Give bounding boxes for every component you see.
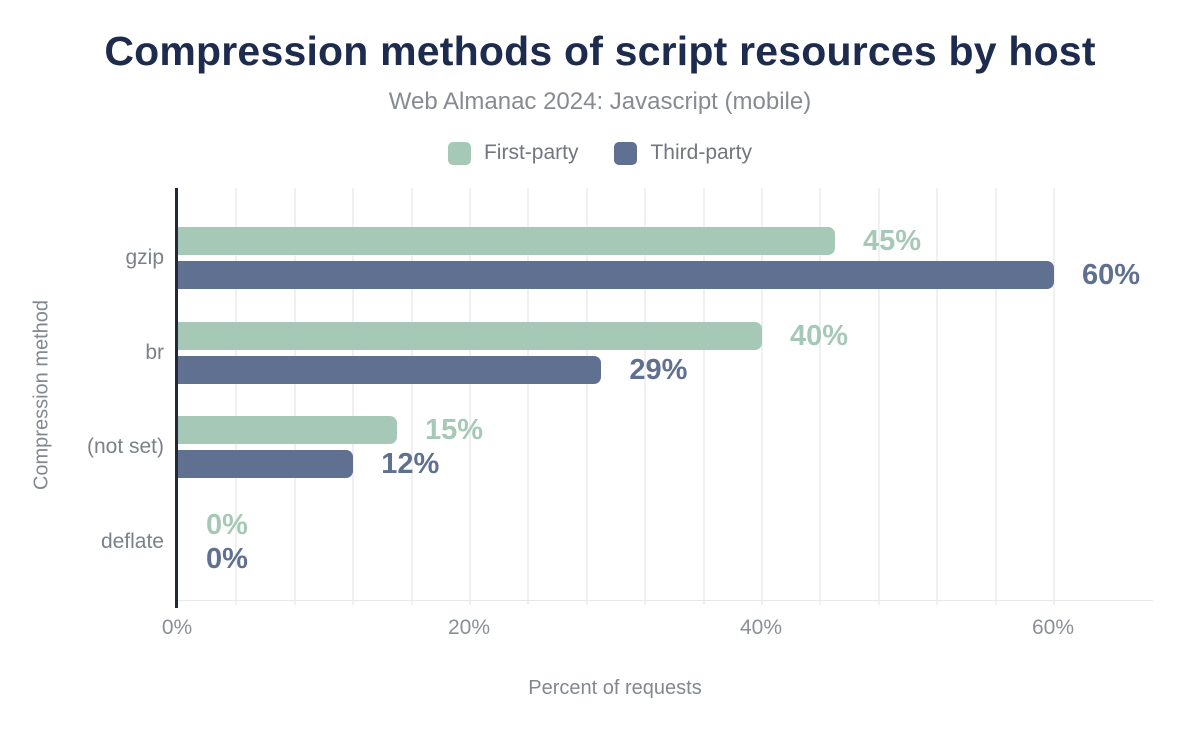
x-tick-label-40pct: 40% [739, 616, 783, 639]
y-axis-title: Compression method [30, 299, 53, 491]
gridline-12pct [352, 188, 355, 605]
category-label-deflate: deflate [100, 529, 164, 553]
legend-swatch-icon [614, 141, 638, 165]
x-tick-label-0pct: 0% [161, 616, 193, 639]
gridline-40pct [761, 188, 763, 605]
legend-item-first-party: First-party [447, 141, 579, 165]
bar-value-label: 29% [629, 353, 688, 386]
gridline-36pct [702, 188, 705, 605]
bar-value-label: 12% [381, 448, 440, 480]
gridline-52pct [936, 188, 939, 605]
gridline-60pct [1053, 188, 1055, 605]
bar-first-party-gzip [178, 227, 835, 255]
bar-value-label: 0% [206, 508, 248, 541]
category-label-br: br [145, 340, 164, 364]
bar-value-label: 60% [1082, 259, 1141, 291]
category-label-gzip: gzip [125, 246, 164, 269]
x-axis-title: Percent of requests [528, 677, 702, 699]
bar-third-party--not-set- [178, 450, 354, 478]
bar-value-label: 15% [425, 414, 484, 446]
gridline-4pct [235, 188, 238, 605]
legend-swatch-icon [447, 141, 471, 165]
legend-item-third-party: Third-party [614, 141, 752, 165]
bar-third-party-br [178, 355, 602, 384]
legend-label: First-party [483, 141, 579, 164]
gridline-8pct [293, 188, 296, 605]
bar-first-party--not-set- [178, 416, 397, 444]
gridline-56pct [994, 188, 997, 605]
chart-subtitle: Web Almanac 2024: Javascript (mobile) [388, 88, 812, 115]
gridline-32pct [644, 188, 647, 605]
legend-label: Third-party [650, 141, 753, 164]
gridline-16pct [410, 188, 413, 605]
y-axis-line [175, 188, 178, 608]
gridline-28pct [585, 188, 588, 605]
chart-title: Compression methods of script resources … [104, 28, 1096, 74]
gridline-44pct [819, 188, 822, 605]
gridline-20pct [469, 188, 471, 605]
bar-first-party-br [178, 321, 762, 350]
x-tick-label-60pct: 60% [1031, 616, 1075, 639]
bar-value-label: 45% [863, 225, 922, 257]
x-tick-label-20pct: 20% [447, 616, 491, 639]
gridline-24pct [527, 188, 530, 605]
gridline-48pct [877, 188, 880, 605]
category-label--not-set-: (not set) [86, 435, 164, 458]
bar-value-label: 0% [206, 542, 248, 575]
x-axis-baseline [177, 600, 1153, 601]
legend: First-party Third-party [0, 141, 1200, 165]
bar-value-label: 40% [790, 319, 849, 352]
bar-third-party-gzip [178, 261, 1054, 289]
